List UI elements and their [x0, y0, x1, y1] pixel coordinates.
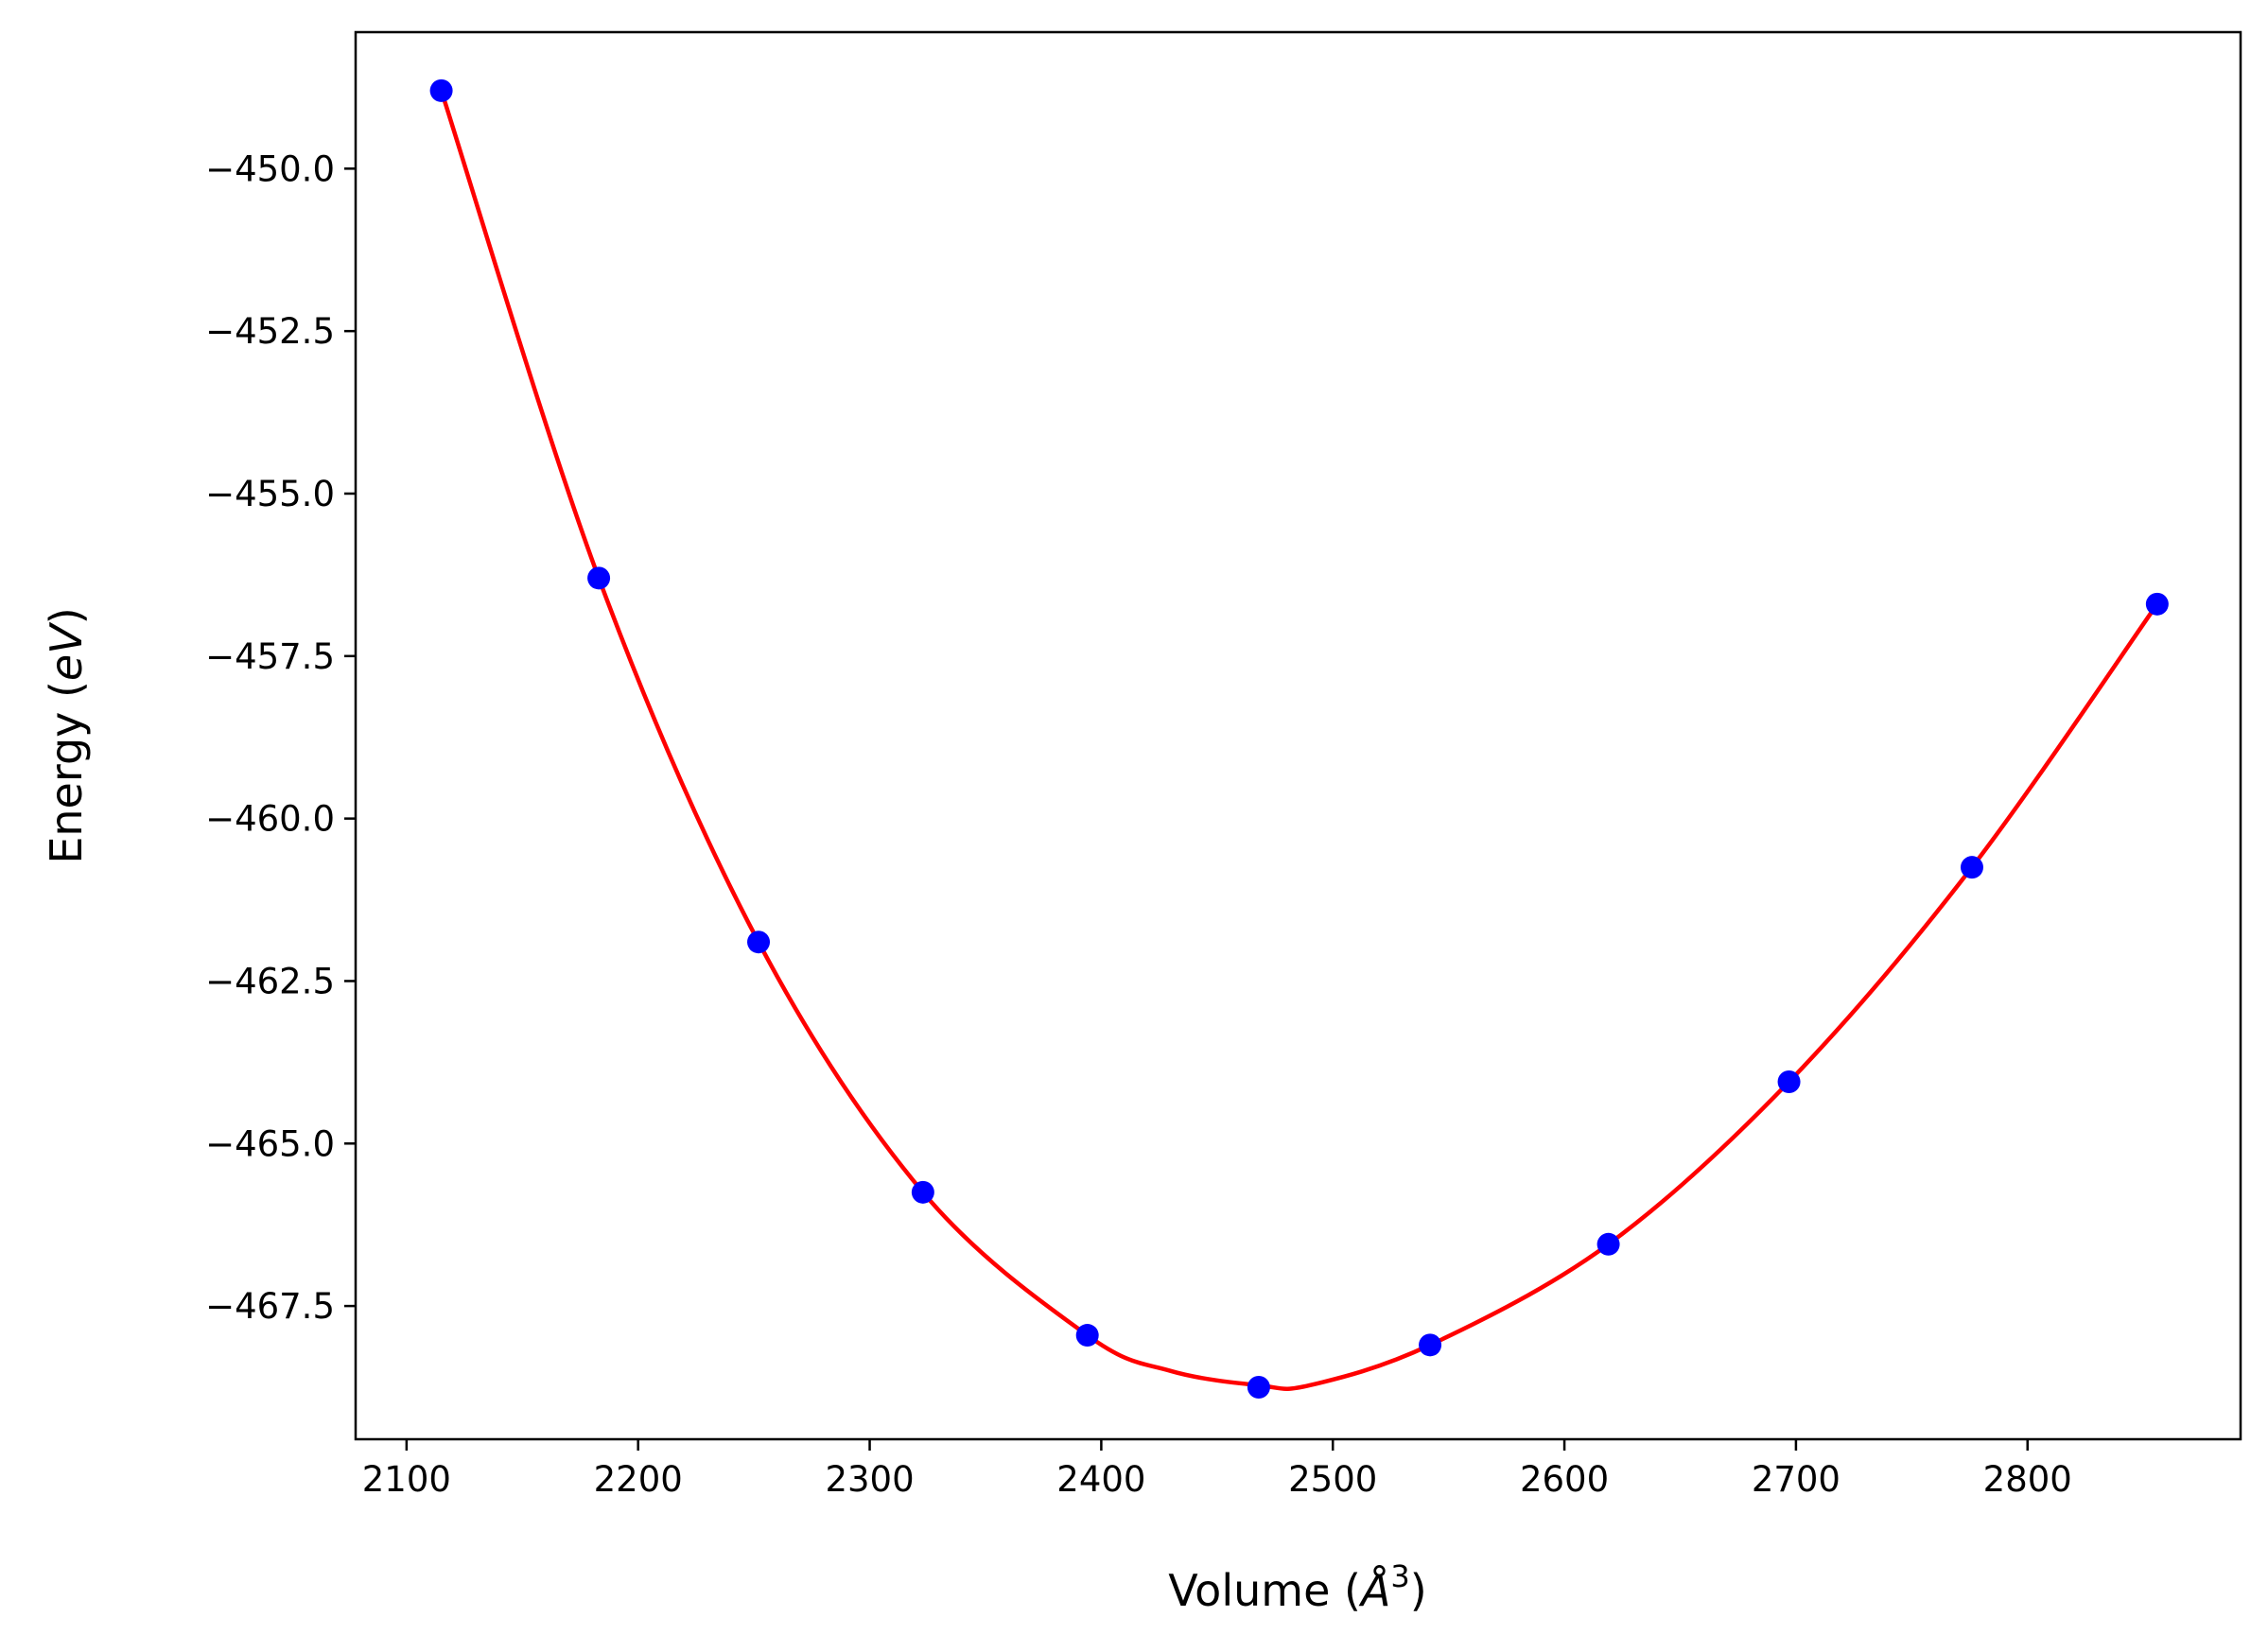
data-point	[587, 566, 611, 590]
fit-curve-line	[439, 88, 2160, 1391]
y-axis-title-main: Energy (	[41, 681, 92, 864]
data-point	[429, 78, 453, 102]
x-tick-label: 2300	[825, 1459, 914, 1500]
data-point	[1247, 1376, 1270, 1400]
x-axis-ticks: 2100 2200 2300 2400 2500 2600 2700 2800	[362, 1439, 2072, 1500]
data-point	[1960, 856, 1983, 879]
data-point	[911, 1180, 934, 1204]
x-tick-label: 2500	[1288, 1459, 1377, 1500]
fit-curve-layer	[439, 88, 2160, 1391]
y-tick-label: −462.5	[205, 961, 335, 1001]
axes-frame	[354, 30, 2242, 1441]
y-axis-title-close: )	[41, 607, 92, 624]
x-tick-label: 2100	[362, 1459, 451, 1500]
y-axis-ticks: −450.0 −452.5 −455.0 −457.5 −460.0 −462.5 −465…	[205, 148, 356, 1327]
y-axis-title: Energy (eV)	[41, 607, 92, 863]
y-tick-label: −465.0	[205, 1123, 335, 1164]
plot-area	[354, 30, 2242, 1441]
x-tick-label: 2600	[1520, 1459, 1609, 1500]
x-tick-label: 2400	[1056, 1459, 1145, 1500]
x-tick-label: 2700	[1752, 1459, 1841, 1500]
data-point	[2145, 592, 2169, 616]
y-tick-label: −467.5	[205, 1286, 335, 1327]
y-axis-title-unit: eV	[41, 621, 92, 681]
x-axis-title-main: Volume (	[1168, 1565, 1361, 1616]
x-tick-label: 2800	[1983, 1459, 2072, 1500]
data-point	[747, 930, 771, 954]
y-tick-label: −457.5	[205, 636, 335, 677]
x-axis-title-exponent: 3	[1390, 1558, 1409, 1594]
x-axis-title-unit: Å	[1358, 1565, 1390, 1616]
data-point	[1075, 1324, 1099, 1348]
data-point	[1777, 1069, 1801, 1093]
x-tick-label: 2200	[594, 1459, 683, 1500]
x-axis-title-close: )	[1410, 1565, 1427, 1616]
y-tick-label: −455.0	[205, 474, 335, 514]
data-point	[1596, 1232, 1620, 1256]
y-tick-label: −460.0	[205, 799, 335, 840]
x-axis-title: Volume (Å3)	[1168, 1558, 1426, 1616]
data-points-layer	[429, 78, 2169, 1400]
y-tick-label: −450.0	[205, 148, 335, 189]
data-point	[1419, 1333, 1442, 1357]
y-tick-label: −452.5	[205, 311, 335, 352]
